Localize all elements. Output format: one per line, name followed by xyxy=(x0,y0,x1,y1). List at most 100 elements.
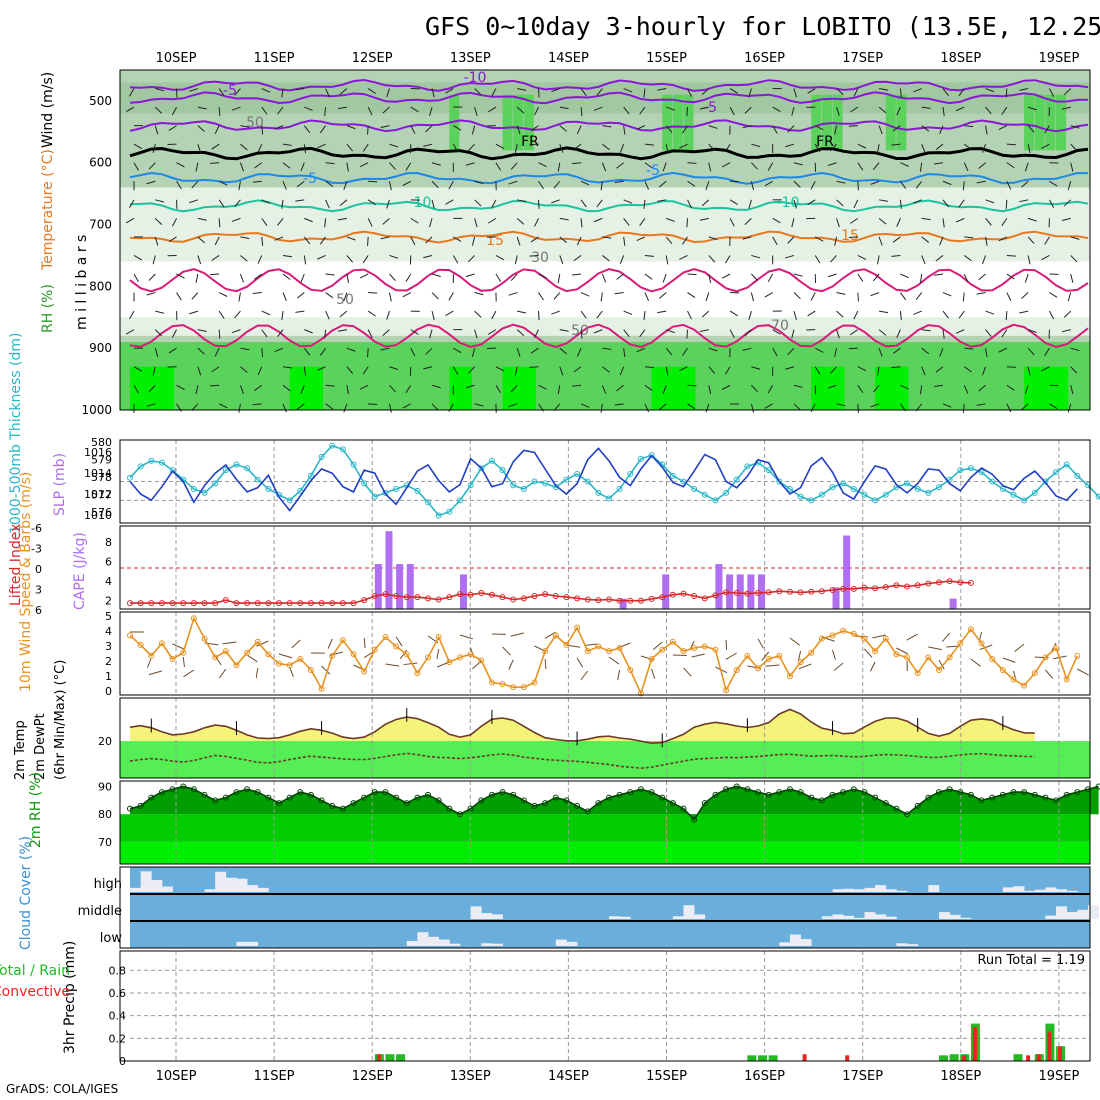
wind-barb xyxy=(304,106,313,111)
wind-barb xyxy=(830,366,837,374)
wind-barb-10m xyxy=(938,659,945,670)
lifted-index-line-point xyxy=(765,589,772,596)
wind-barb xyxy=(1021,292,1029,299)
wind-barb xyxy=(933,384,944,388)
wind-barb xyxy=(346,385,349,395)
wind-barb-10m xyxy=(797,650,802,661)
wind-barb xyxy=(538,273,547,279)
wind-barb xyxy=(252,403,262,406)
wind-barb xyxy=(282,181,287,190)
wind-barb xyxy=(708,366,716,374)
wind-barb xyxy=(785,366,795,370)
wind-barb xyxy=(891,366,901,369)
contour-label: 15 xyxy=(486,233,504,249)
precip-tick: 0 xyxy=(119,1055,126,1068)
lifted-index-line-point xyxy=(286,600,293,607)
wind-barb xyxy=(367,310,376,317)
date-label-top: 18SEP xyxy=(940,51,981,66)
thickness-line-point xyxy=(488,457,495,464)
lifted-index-line-point xyxy=(456,591,463,598)
wind-barb xyxy=(1049,403,1058,410)
wind-barb xyxy=(152,366,156,376)
thickness-line-point xyxy=(957,467,964,474)
wind-barb xyxy=(491,199,497,208)
rh-saturated-cell xyxy=(502,366,515,410)
wind-barb xyxy=(1006,384,1015,391)
wind-barb xyxy=(879,199,889,202)
wind-speed-line-point xyxy=(339,637,346,644)
wind-barb xyxy=(834,236,838,246)
wind-barb xyxy=(900,162,909,167)
precip-tick: 0.4 xyxy=(109,1010,127,1023)
lifted-index-line-point xyxy=(137,600,144,607)
wind-barb xyxy=(877,255,880,265)
rh2m-line-point xyxy=(872,794,879,801)
wind-speed-line-point xyxy=(925,654,932,661)
thickness-line-point xyxy=(978,469,985,476)
rh2m-line-point xyxy=(1095,783,1100,790)
wind-barb xyxy=(1063,199,1072,207)
rh2m-line-point xyxy=(861,789,868,796)
thickness-line-point xyxy=(808,497,815,504)
wind-barb xyxy=(465,273,475,277)
wind-barb-10m xyxy=(437,661,450,668)
wind-speed-line-point xyxy=(435,634,442,641)
date-label-bottom: 12SEP xyxy=(352,1069,393,1084)
thickness-line-point xyxy=(648,452,655,459)
pressure-tick: 700 xyxy=(89,218,112,232)
rh2m-band-low xyxy=(120,841,1090,864)
wind-barb xyxy=(644,143,654,146)
wind-barb xyxy=(850,329,859,336)
rh2m-line-point xyxy=(254,789,261,796)
wind-barb xyxy=(665,125,673,133)
wind-barb xyxy=(448,292,454,301)
wind-barb xyxy=(942,199,949,208)
wind-barb xyxy=(529,366,539,368)
wind-barb xyxy=(891,143,901,146)
wind-barb xyxy=(708,236,718,241)
wind-speed-line-point xyxy=(574,624,581,631)
rh2m-line-point xyxy=(850,786,857,793)
wind-barb xyxy=(662,385,667,394)
wind-barb xyxy=(942,292,952,297)
rh2m-line-point xyxy=(297,789,304,796)
rh2m-line-point xyxy=(148,794,155,801)
wind-barb xyxy=(367,199,376,206)
rh2m-line-point xyxy=(233,789,240,796)
wind-speed-line-point xyxy=(627,666,634,673)
wind-barb xyxy=(317,254,326,260)
wind-barb-10m xyxy=(327,638,333,649)
wind-barb xyxy=(300,273,305,283)
wind-barb xyxy=(495,273,502,282)
cloud-cover-bar xyxy=(1056,906,1068,919)
wind-barb xyxy=(1067,181,1072,191)
wind-barb xyxy=(787,125,795,133)
wind-barb xyxy=(557,273,561,283)
thickness-line-point xyxy=(190,486,197,493)
wind-barb xyxy=(686,218,689,228)
wind-barb xyxy=(623,199,633,204)
precip-total-bar xyxy=(747,1055,757,1061)
wind-tick: 1 xyxy=(105,670,112,683)
wind-barb xyxy=(154,218,163,225)
wind-barb xyxy=(601,162,607,172)
precip-tick: 0.8 xyxy=(109,964,127,977)
precip-total-bar xyxy=(758,1055,768,1061)
wind-barb xyxy=(368,292,378,294)
wind-barb xyxy=(211,366,220,373)
wind-barb xyxy=(510,384,518,393)
lifted-index-line-point xyxy=(382,591,389,598)
rh2m-line-point xyxy=(382,789,389,796)
wind-barb xyxy=(962,181,965,191)
wind-barb xyxy=(257,366,263,376)
date-label-bottom: 19SEP xyxy=(1038,1069,1079,1084)
thickness-line-point xyxy=(1053,469,1060,476)
wind-barb-10m xyxy=(544,631,557,639)
wind-barb-10m xyxy=(385,663,400,667)
wind-barb xyxy=(538,180,544,190)
wind-barb xyxy=(891,254,901,257)
wind-barb xyxy=(601,273,607,283)
lifted-index-line-point xyxy=(467,591,474,598)
wind-barb xyxy=(405,162,412,171)
rh-saturated-cell xyxy=(896,366,909,410)
